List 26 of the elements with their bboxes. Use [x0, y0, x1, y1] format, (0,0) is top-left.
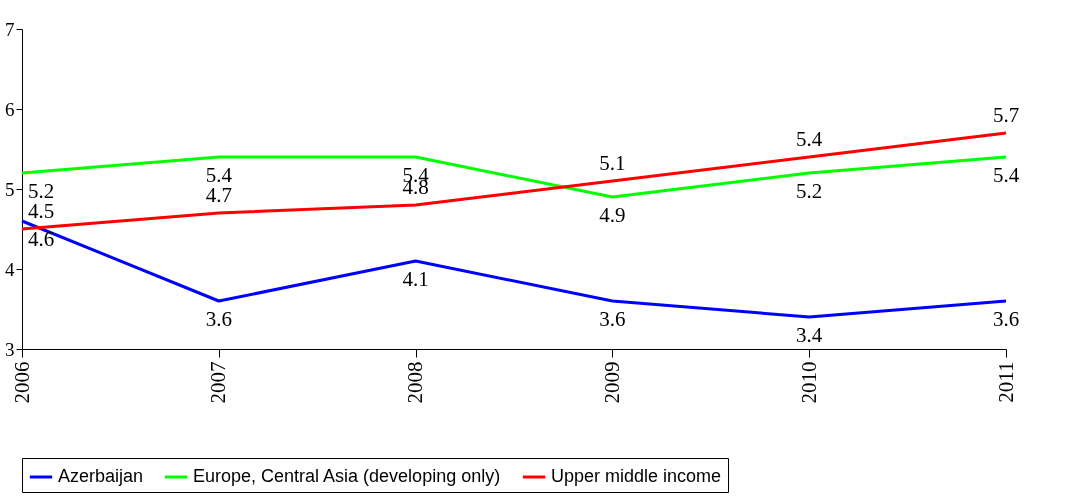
- x-tick-label: 2006: [9, 361, 34, 404]
- legend-label: Upper middle income: [551, 466, 722, 486]
- data-label: 3.6: [992, 307, 1020, 331]
- y-tick-label: 5: [5, 178, 15, 200]
- legend-label: Europe, Central Asia (developing only): [193, 466, 501, 486]
- x-tick-label: 2007: [206, 361, 231, 404]
- data-label: 3.6: [599, 307, 626, 331]
- data-label: 5.2: [796, 179, 823, 203]
- x-tick-label: 2010: [796, 361, 821, 404]
- data-label: 4.6: [28, 227, 55, 251]
- y-tick-label: 6: [5, 98, 15, 120]
- data-label: 4.1: [402, 267, 429, 291]
- x-tick-label: 2009: [599, 361, 624, 404]
- data-label: 5.4: [992, 163, 1020, 187]
- legend-label: Azerbaijan: [58, 466, 144, 486]
- data-label: 3.6: [205, 307, 232, 331]
- y-tick-label: 3: [5, 338, 15, 360]
- data-label: 4.9: [599, 203, 626, 227]
- data-label: 5.4: [796, 127, 823, 151]
- y-tick-label: 7: [5, 18, 15, 40]
- y-tick-label: 4: [5, 258, 15, 280]
- x-tick-label: 2011: [993, 361, 1018, 403]
- data-label: 3.4: [796, 323, 823, 347]
- data-label: 5.7: [992, 103, 1020, 127]
- data-label: 5.1: [599, 151, 626, 175]
- x-tick-label: 2008: [403, 361, 428, 404]
